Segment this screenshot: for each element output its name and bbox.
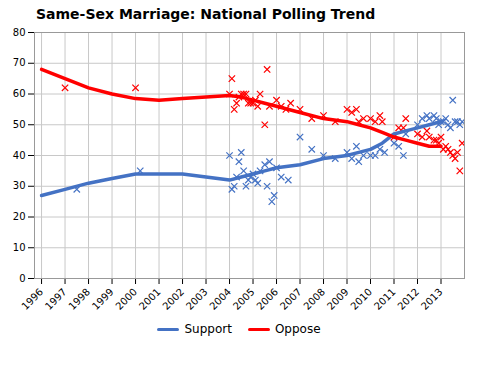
svg-text:2008: 2008 [301, 286, 327, 312]
svg-text:0: 0 [19, 273, 25, 284]
html-text:Oppose: Oppose [274, 322, 321, 336]
svg-text:20: 20 [13, 211, 26, 222]
svg-text:2013: 2013 [419, 286, 445, 312]
svg-text:2007: 2007 [278, 286, 304, 312]
svg-text:60: 60 [13, 88, 26, 99]
svg-text:2012: 2012 [395, 286, 421, 312]
svg-text:2001: 2001 [137, 286, 163, 312]
svg-text:40: 40 [13, 150, 26, 161]
svg-text:1999: 1999 [90, 286, 116, 312]
svg-text:2004: 2004 [207, 286, 233, 312]
svg-text:2003: 2003 [184, 286, 210, 312]
svg-text:10: 10 [13, 242, 26, 253]
html-text:Support: Support [184, 322, 232, 336]
svg-text:2006: 2006 [254, 286, 280, 312]
svg-text:2011: 2011 [372, 286, 398, 312]
svg-text:70: 70 [13, 57, 26, 68]
html-text:Same-Sex Marriage: National Po: Same-Sex Marriage: National Polling Tren… [36, 6, 376, 22]
svg-text:1997: 1997 [43, 286, 69, 312]
svg-text:50: 50 [13, 119, 26, 130]
svg-text:2002: 2002 [160, 286, 186, 312]
svg-text:30: 30 [13, 180, 26, 191]
svg-text:2010: 2010 [348, 286, 374, 312]
svg-text:2009: 2009 [325, 286, 351, 312]
svg-text:1998: 1998 [66, 286, 92, 312]
svg-text:2000: 2000 [113, 286, 139, 312]
svg-text:1996: 1996 [19, 286, 45, 312]
svg-text:80: 80 [13, 27, 26, 38]
svg-text:2005: 2005 [231, 286, 257, 312]
